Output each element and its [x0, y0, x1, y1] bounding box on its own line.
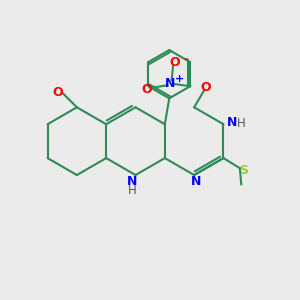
Text: S: S	[239, 164, 248, 177]
Text: H: H	[237, 117, 246, 130]
Text: -: -	[183, 53, 188, 66]
Text: H: H	[128, 184, 136, 197]
Text: N: N	[127, 175, 137, 188]
Text: O: O	[200, 81, 211, 94]
Text: O: O	[170, 56, 181, 69]
Text: O: O	[53, 86, 63, 99]
Text: N: N	[226, 116, 237, 129]
Text: +: +	[175, 74, 184, 85]
Text: N: N	[165, 77, 175, 90]
Text: N: N	[190, 175, 201, 188]
Text: O: O	[141, 83, 152, 96]
